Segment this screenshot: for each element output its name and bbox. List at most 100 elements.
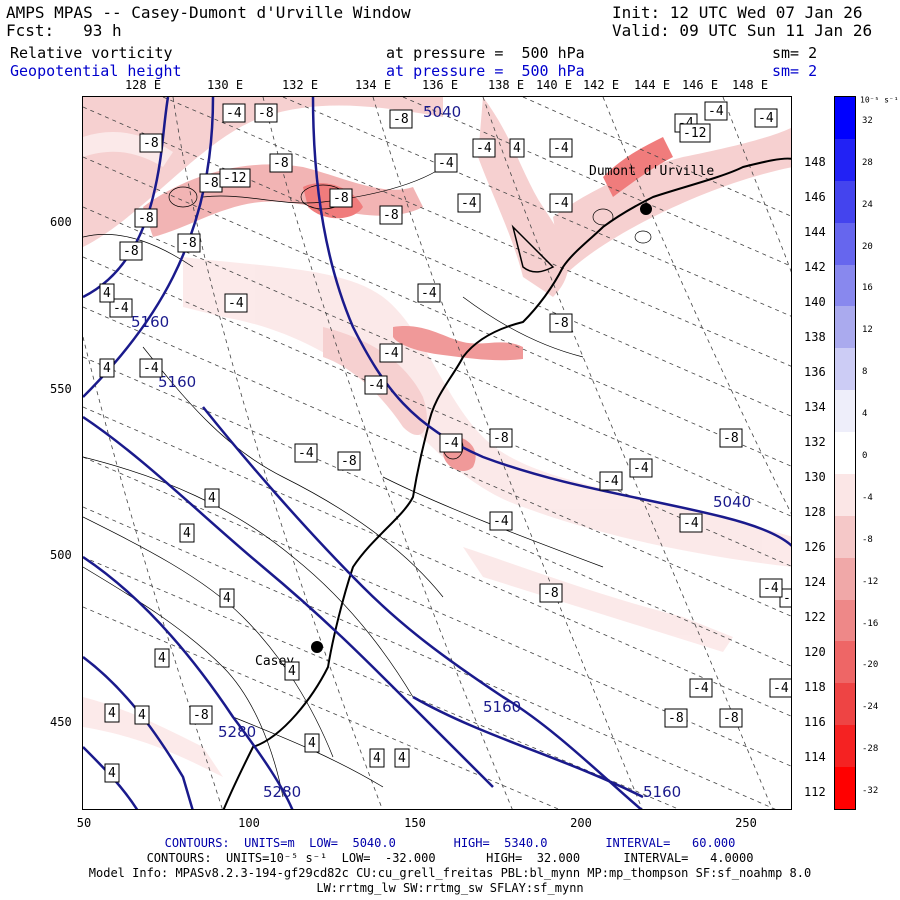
x-tick-100: 100	[238, 816, 260, 830]
field2-smoothing: sm= 2	[772, 62, 818, 80]
vorticity-label-box	[204, 488, 220, 508]
colorbar-swatch	[835, 767, 855, 809]
colorbar-swatch	[835, 432, 855, 474]
vorticity-label: -4	[683, 516, 699, 531]
vorticity-shading	[83, 97, 791, 777]
vorticity-label: 4	[288, 664, 296, 679]
vorticity-label-box	[719, 428, 743, 448]
vorticity-label-box	[379, 205, 403, 225]
vorticity-label-box	[664, 708, 688, 728]
vorticity-label: 4	[308, 736, 316, 751]
vorticity-label: -4	[783, 591, 792, 606]
vorticity-label-box	[269, 153, 293, 173]
vorticity-label: 4	[398, 751, 406, 766]
y-tick-600: 600	[50, 215, 72, 229]
lon-label-right: 126 E	[804, 540, 841, 554]
vorticity-label: -4	[368, 378, 384, 393]
field1-name: Relative vorticity	[10, 44, 173, 62]
model-info: Model Info: MPASv8.2.3-194-gf29cd82c CU:…	[88, 866, 812, 880]
colorbar-swatch	[835, 264, 855, 307]
colorbar-label: -8	[862, 534, 873, 545]
y-tick-500: 500	[50, 548, 72, 562]
lon-label-top: 130 E	[206, 78, 244, 92]
height-contour-label: 5280	[263, 783, 301, 801]
vorticity-label-box	[549, 193, 573, 213]
vorticity-label: -12	[223, 171, 246, 186]
height-contour-label: 5040	[423, 103, 461, 121]
y-tick-450: 450	[50, 715, 72, 729]
coastline-inlet	[511, 224, 555, 273]
vorticity-label: -4	[421, 286, 437, 301]
colorbar-label: -28	[862, 744, 879, 755]
vorticity-label: -8	[553, 316, 569, 331]
vorticity-label-box	[719, 708, 743, 728]
init-time: Init: 12 UTC Wed 07 Jan 26	[612, 3, 863, 22]
vorticity-label: -8	[333, 191, 349, 206]
colorbar-swatch	[835, 683, 855, 726]
lon-label-top: 142 E	[582, 78, 620, 92]
lon-label-right: 132 E	[804, 435, 841, 449]
vorticity-label-box	[364, 375, 388, 395]
vorticity-label: -8	[383, 208, 399, 223]
colorbar-units: 10⁻⁵ s⁻¹	[860, 95, 899, 105]
lon-label-right: 136 E	[804, 365, 841, 379]
colorbar-label: -16	[862, 618, 879, 629]
lon-label-right: 142 E	[804, 260, 841, 274]
x-tick-200: 200	[570, 816, 592, 830]
vorticity-label: 4	[208, 491, 216, 506]
colorbar	[834, 96, 856, 810]
vorticity-label: 4	[373, 751, 381, 766]
vorticity-label: 4	[138, 708, 146, 723]
vorticity-label-box	[509, 138, 525, 158]
vorticity-label-box	[154, 648, 170, 668]
vorticity-label-box	[294, 443, 318, 463]
vorticity-label-box	[284, 661, 300, 681]
vorticity-label: 4	[183, 526, 191, 541]
height-contour-label: 5280	[218, 723, 256, 741]
vorticity-label: -8	[723, 711, 739, 726]
height-contour-label: 5160	[131, 313, 169, 331]
vorticity-label: -4	[493, 514, 509, 529]
vorticity-label: -8	[543, 586, 559, 601]
lon-label-right: 134 E	[804, 400, 841, 414]
map-panel[interactable]: Casey Dumont d'Urville 5040 5040 5160 5160 5…	[82, 96, 792, 810]
colorbar-swatch	[835, 138, 855, 181]
colorbar-label: -4	[862, 492, 873, 503]
vorticity-label: -12	[683, 126, 706, 141]
lon-label-top: 132 E	[281, 78, 319, 92]
vorticity-label-box	[679, 123, 711, 143]
vorticity-label: -4	[773, 681, 789, 696]
height-contour-labels: 504050405160516051605160528052805280	[131, 103, 751, 801]
colorbar-label: 12	[862, 325, 873, 336]
dumont-station-dot	[640, 203, 652, 215]
height-contour-label: 5160	[643, 783, 681, 801]
vorticity-label: -8	[273, 156, 289, 171]
lon-label-top: 148 E	[731, 78, 769, 92]
lon-label-right: 112 E	[804, 785, 841, 799]
casey-station-dot	[311, 641, 323, 653]
lon-label-right: 130 E	[804, 470, 841, 484]
lon-label-top: 138 E	[487, 78, 525, 92]
vorticity-label-box	[304, 733, 320, 753]
vorticity-label-box	[549, 138, 573, 158]
vorticity-label-box	[222, 103, 246, 123]
vorticity-label: -8	[203, 176, 219, 191]
vorticity-label-box	[329, 188, 353, 208]
colorbar-label: 0	[862, 451, 868, 461]
vorticity-label-box	[389, 109, 413, 129]
vorticity-label: -8	[193, 708, 209, 723]
field1-smoothing: sm= 2	[772, 44, 818, 62]
vorticity-label-box	[134, 208, 158, 228]
vorticity-label-box	[219, 588, 235, 608]
lon-label-right: 128 E	[804, 505, 841, 519]
vorticity-label: 4	[513, 141, 521, 156]
vorticity-label-box	[337, 451, 361, 471]
y-tick-550: 550	[50, 382, 72, 396]
lon-label-right: 118 E	[804, 680, 841, 694]
lon-label-top: 136 E	[421, 78, 459, 92]
lon-label-top: 144 E	[633, 78, 671, 92]
vorticity-contour-labels: -4 -8 -8 -4 -4 -4 -8 -12 -8 -8 -8 -12 -8 -4 -4 -4 -4 -8 -8…	[99, 101, 792, 783]
height-contour-label: 5160	[483, 698, 521, 716]
vorticity-label: -4	[476, 141, 492, 156]
vorticity-label-box	[679, 513, 703, 533]
